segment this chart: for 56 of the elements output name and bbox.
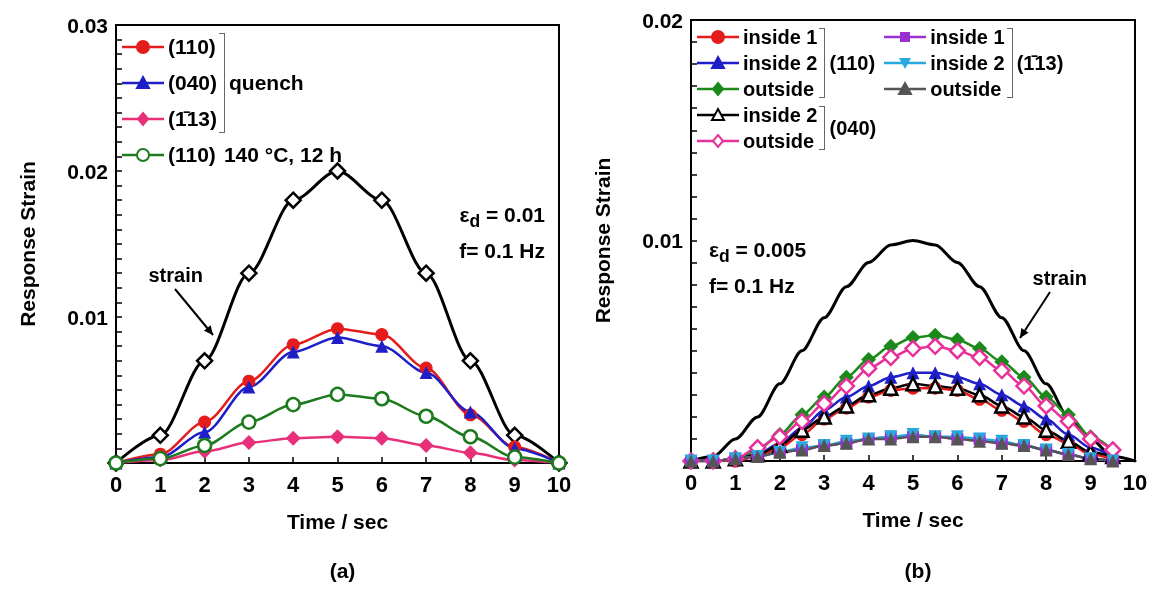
x-tick-label: 5: [331, 471, 344, 497]
y-tick-label: 0.02: [67, 159, 108, 183]
text: (a): [329, 559, 356, 582]
annotation: f= 0.1 Hz: [459, 239, 545, 263]
y-axis-title: Response Strain: [16, 161, 39, 327]
y-tick-label: 0.01: [67, 305, 109, 329]
legend-label: (110): [168, 35, 216, 59]
annotation: quench: [229, 71, 304, 95]
x-tick-label: 6: [951, 469, 964, 495]
legend-label: outside: [743, 129, 815, 153]
x-tick-label: 4: [862, 469, 876, 495]
x-tick-label: 10: [546, 471, 572, 497]
legend-label: inside 1: [930, 25, 1005, 49]
x-tick-label: 7: [419, 471, 433, 497]
x-tick-label: 10: [1122, 469, 1148, 495]
x-tick-label: 6: [375, 471, 388, 497]
x-tick-label: 4: [287, 471, 301, 497]
annotation: f= 0.1 Hz: [709, 274, 795, 298]
x-tick-label: 3: [242, 471, 256, 497]
legend-label: outside: [743, 77, 815, 101]
x-tick-label: 2: [198, 471, 211, 497]
x-tick-label: 8: [464, 471, 477, 497]
legend-label: (040): [168, 71, 218, 95]
legend-label: (1̄13): [168, 107, 218, 131]
x-tick-label: 9: [508, 471, 521, 497]
annotation: 140 °C, 12 h: [223, 143, 342, 167]
y-tick-label: 0.03: [67, 13, 108, 37]
x-tick-label: 2: [773, 469, 786, 495]
y-tick-label: 0.02: [642, 8, 683, 32]
annotation: strain: [1032, 266, 1088, 290]
annotation: (1̄13): [1016, 51, 1064, 75]
legend-label: inside 2: [743, 51, 818, 75]
annotation: ε$_{d}$ = 0.01: [459, 203, 545, 232]
x-tick-label: 5: [906, 469, 920, 495]
x-tick-label: 9: [1084, 469, 1097, 495]
legend-label: inside 1: [743, 25, 818, 49]
annotation: ε$_{d}$ = 0.005: [709, 238, 807, 267]
x-tick-label: 8: [1040, 469, 1053, 495]
x-tick-label: 0: [684, 469, 698, 495]
x-axis-title: Time / sec: [286, 510, 389, 533]
y-axis-title: Response Strain: [591, 157, 614, 324]
annotation: strain: [148, 263, 203, 287]
legend-label: inside 2: [930, 51, 1005, 75]
x-tick-label: 1: [154, 471, 167, 497]
annotation: (110): [829, 51, 876, 75]
annotation: (040): [829, 116, 877, 140]
x-tick-label: 0: [109, 471, 123, 497]
legend-label: (110): [168, 143, 216, 167]
legend-label: outside: [930, 77, 1002, 101]
legend-label: inside 2: [743, 103, 818, 127]
x-tick-label: 3: [818, 469, 831, 495]
y-tick-label: 0.01: [642, 229, 684, 252]
x-tick-label: 1: [729, 469, 742, 495]
x-tick-label: 7: [995, 469, 1008, 495]
text: (b): [904, 559, 932, 582]
x-axis-title: Time / sec: [862, 508, 964, 531]
